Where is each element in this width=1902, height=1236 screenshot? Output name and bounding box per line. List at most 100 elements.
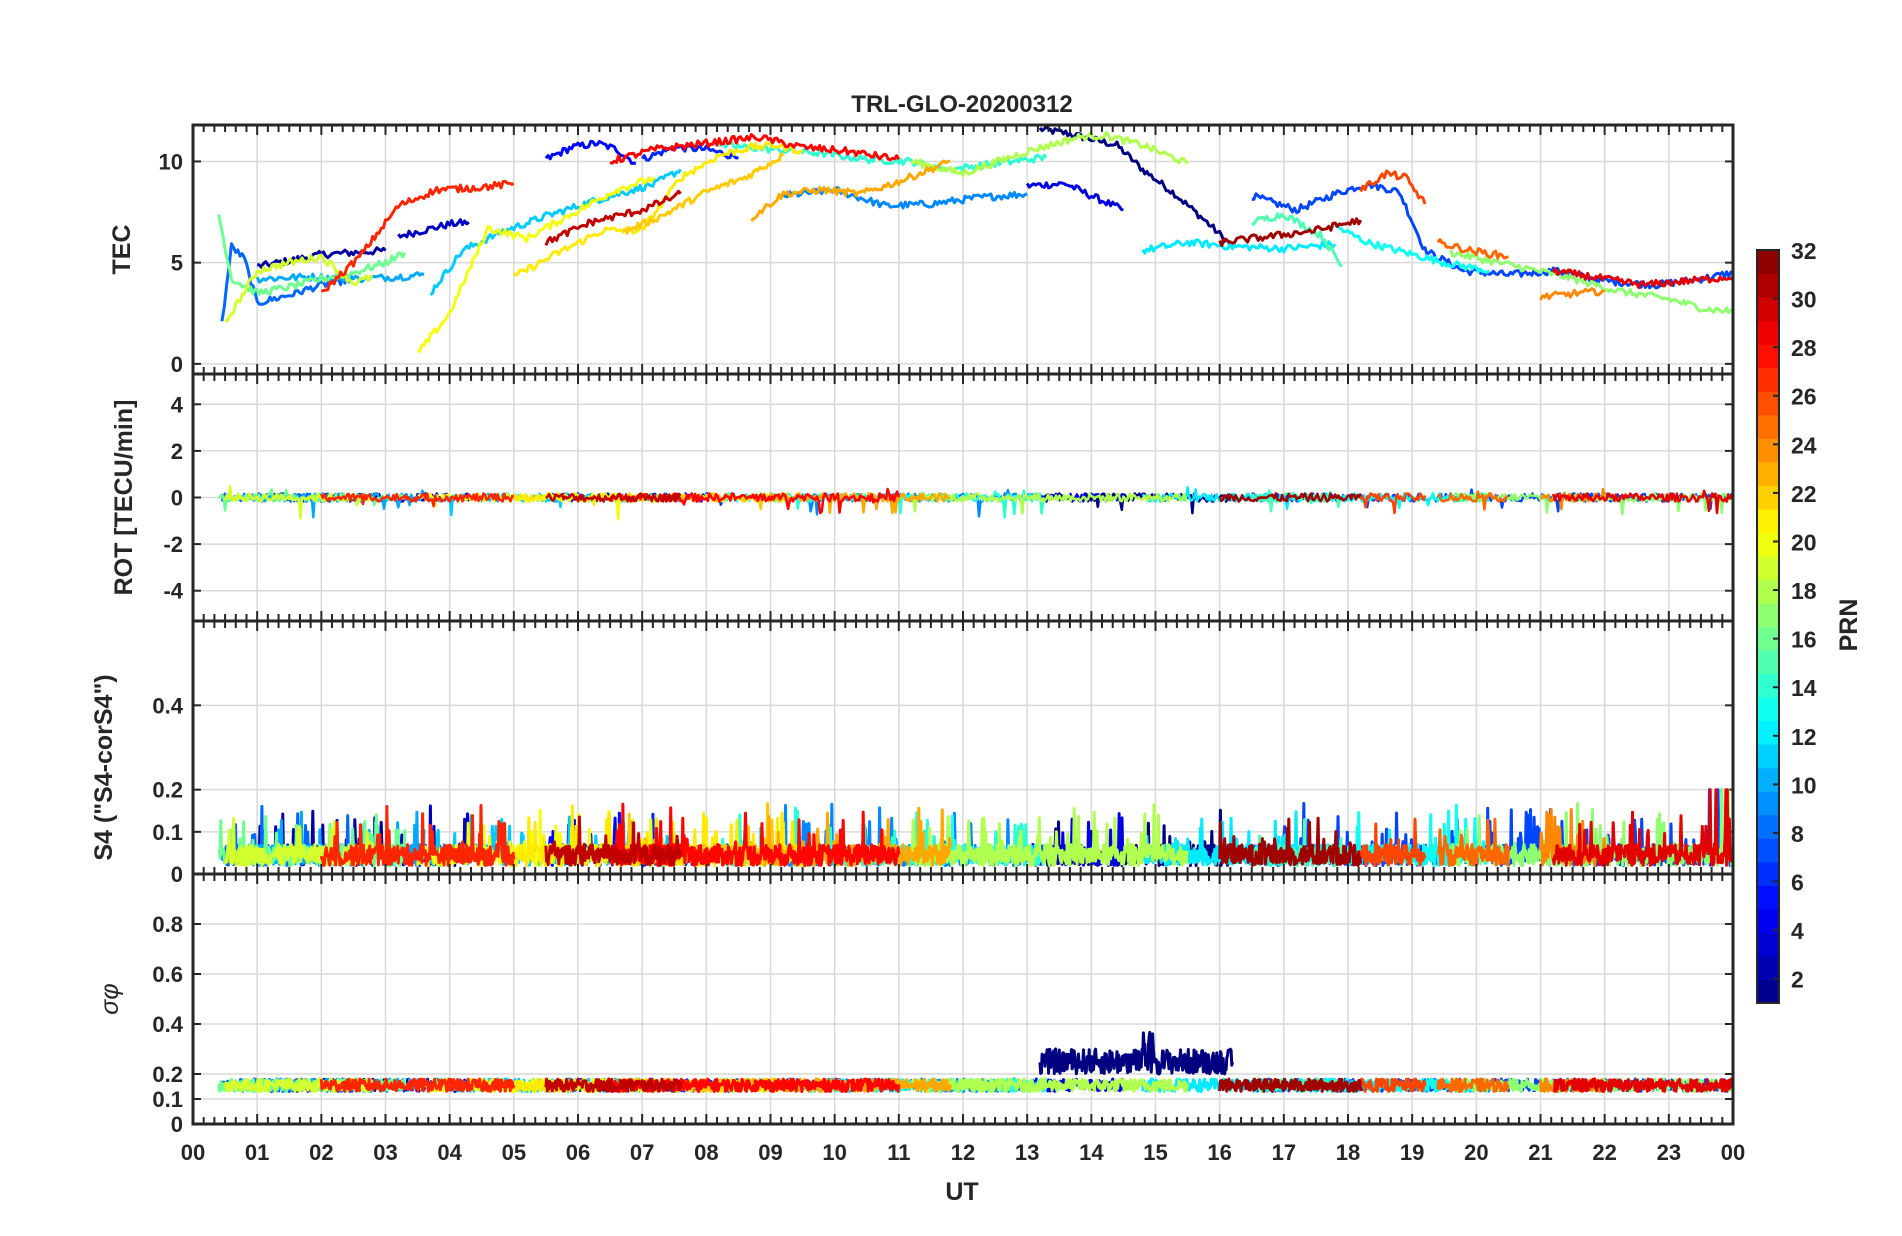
rot-series-prn-26	[1359, 492, 1427, 515]
tec-series-prn-31	[1218, 217, 1363, 247]
xtick-label: 02	[309, 1140, 333, 1165]
rot-series-group	[217, 484, 1733, 521]
s4-series-prn-27	[319, 804, 516, 867]
colorbar-tick-label: 26	[1791, 384, 1817, 410]
xtick-label: 14	[1079, 1140, 1104, 1165]
colorbar-band	[1757, 626, 1779, 651]
sigma_phi-series-prn-25	[1436, 1077, 1510, 1093]
colorbar-band	[1757, 720, 1779, 745]
tec-series-prn-12	[1141, 238, 1337, 255]
tec-series-prn-16	[217, 214, 407, 296]
colorbar-band	[1757, 250, 1779, 275]
colorbar-band	[1757, 555, 1779, 581]
xtick-label: 21	[1528, 1140, 1552, 1165]
xtick-label: 12	[951, 1140, 975, 1165]
colorbar-band	[1757, 297, 1779, 322]
colorbar-band	[1757, 885, 1779, 910]
sigma_phi-ytick-label: 0.6	[152, 962, 183, 987]
sigma_phi-ytick-label: 0.4	[152, 1012, 183, 1037]
sigma_phi-series-prn-26	[1359, 1077, 1427, 1093]
sigma-phi-ylabel: σφ	[96, 983, 124, 1014]
colorbar-frame	[1756, 249, 1780, 1004]
xtick-label: 15	[1143, 1140, 1167, 1165]
panel-sigma_phi: 00.10.2 0.4 0.6 0.8 σφ	[96, 872, 1735, 1137]
colorbar-band	[1757, 273, 1779, 298]
colorbar-tick-label: 24	[1791, 432, 1817, 458]
s4-ytick-label: 0	[171, 862, 183, 887]
colorbar-tick-label: 22	[1791, 481, 1817, 507]
tec-series-prn-5	[544, 139, 637, 165]
sigma_phi-ytick-label: 0.8	[152, 912, 183, 937]
sigma_phi-series-prn-29	[1552, 1077, 1733, 1093]
tec-series-prn-4	[1025, 181, 1124, 212]
rot-series-prn-16	[217, 488, 406, 512]
s4-ylabel: S4 ("S4-corS4")	[90, 674, 118, 860]
colorbar-band	[1757, 414, 1779, 439]
sigma_phi-series-group	[217, 1030, 1733, 1093]
colorbar-band	[1757, 485, 1779, 510]
xtick-label: 00	[1721, 1140, 1745, 1165]
sigma_phi-axes-frame	[191, 872, 1735, 1126]
xtick-label: 13	[1015, 1140, 1039, 1165]
panel-s4: 0 0.1 0.2 0.4 S4 ("S4-corS4")	[90, 619, 1735, 887]
s4-series-group	[217, 788, 1733, 868]
tec-ytick-label: 5	[171, 251, 183, 276]
s4-series-prn-24	[1539, 808, 1607, 867]
colorbar-band	[1757, 791, 1779, 816]
colorbar-band	[1757, 532, 1779, 557]
tec-series-prn-3	[397, 218, 470, 239]
colorbar-tick-label: 2	[1791, 967, 1804, 993]
xtick-label: 20	[1464, 1140, 1488, 1165]
rot-series-prn-31	[1218, 492, 1362, 503]
xtick-label: 10	[822, 1140, 846, 1165]
colorbar-band	[1757, 650, 1779, 675]
sigma_phi-ytick-label: 0.1	[152, 1087, 183, 1112]
colorbar-tick-label: 14	[1791, 675, 1817, 701]
colorbar-band	[1757, 767, 1779, 792]
tec-series-prn-22	[622, 152, 785, 235]
xaxis-label: UT	[945, 1178, 978, 1206]
colorbar-band	[1757, 461, 1779, 486]
s4-ytick-label: 0.1	[152, 820, 183, 845]
colorbar-band	[1757, 602, 1779, 628]
colorbar-tick-label: 12	[1791, 724, 1817, 750]
colorbar-band	[1757, 979, 1779, 1004]
xtick-label: 05	[502, 1140, 526, 1165]
colorbar-tick-label: 28	[1791, 335, 1817, 361]
tec-series-prn-24	[1539, 287, 1605, 301]
s4-series-prn-31	[1218, 816, 1363, 867]
xtick-label: 04	[437, 1140, 462, 1165]
sigma_phi-series-prn-31	[1218, 1077, 1363, 1093]
tec-series-prn-17	[1449, 249, 1733, 314]
sigma_phi-series-prn-27	[319, 1077, 516, 1093]
tec-series-prn-21	[513, 141, 803, 277]
xtick-label: 17	[1272, 1140, 1296, 1165]
colorbar-band	[1757, 320, 1779, 345]
colorbar-tick-label: 8	[1791, 821, 1804, 847]
s4-ytick-label: 0.2	[152, 778, 183, 803]
rot-ylabel: ROT [TECU/min]	[110, 400, 138, 596]
rot-series-prn-27	[320, 492, 515, 508]
xtick-label: 08	[694, 1140, 718, 1165]
colorbar-band	[1757, 508, 1779, 533]
tec-series-prn-30	[544, 189, 682, 246]
tec-ytick-label: 0	[171, 352, 183, 377]
colorbar-band	[1757, 697, 1779, 722]
rot-ytick-label: 0	[171, 486, 183, 511]
colorbar-band	[1757, 673, 1779, 698]
sigma_phi-series-prn-18	[910, 1077, 1189, 1093]
xtick-label: 07	[630, 1140, 654, 1165]
colorbar-band	[1757, 861, 1779, 886]
colorbar-tick-label: 16	[1791, 627, 1817, 653]
colorbar-tick-label: 6	[1791, 870, 1804, 896]
panel-rot: -4 -2 0 2 4 ROT [TECU/min]	[110, 372, 1735, 623]
colorbar-tick-label: 10	[1791, 772, 1817, 798]
chart-title: TRL-GLO-20200312	[851, 91, 1072, 118]
tec-series-prn-23	[750, 159, 951, 222]
sigma_phi-ytick-label: 0	[171, 1112, 183, 1137]
xtick-label: 16	[1207, 1140, 1231, 1165]
colorbar-band	[1757, 932, 1779, 957]
rot-series-prn-24	[1540, 487, 1606, 511]
s4-series-prn-30	[544, 815, 683, 867]
